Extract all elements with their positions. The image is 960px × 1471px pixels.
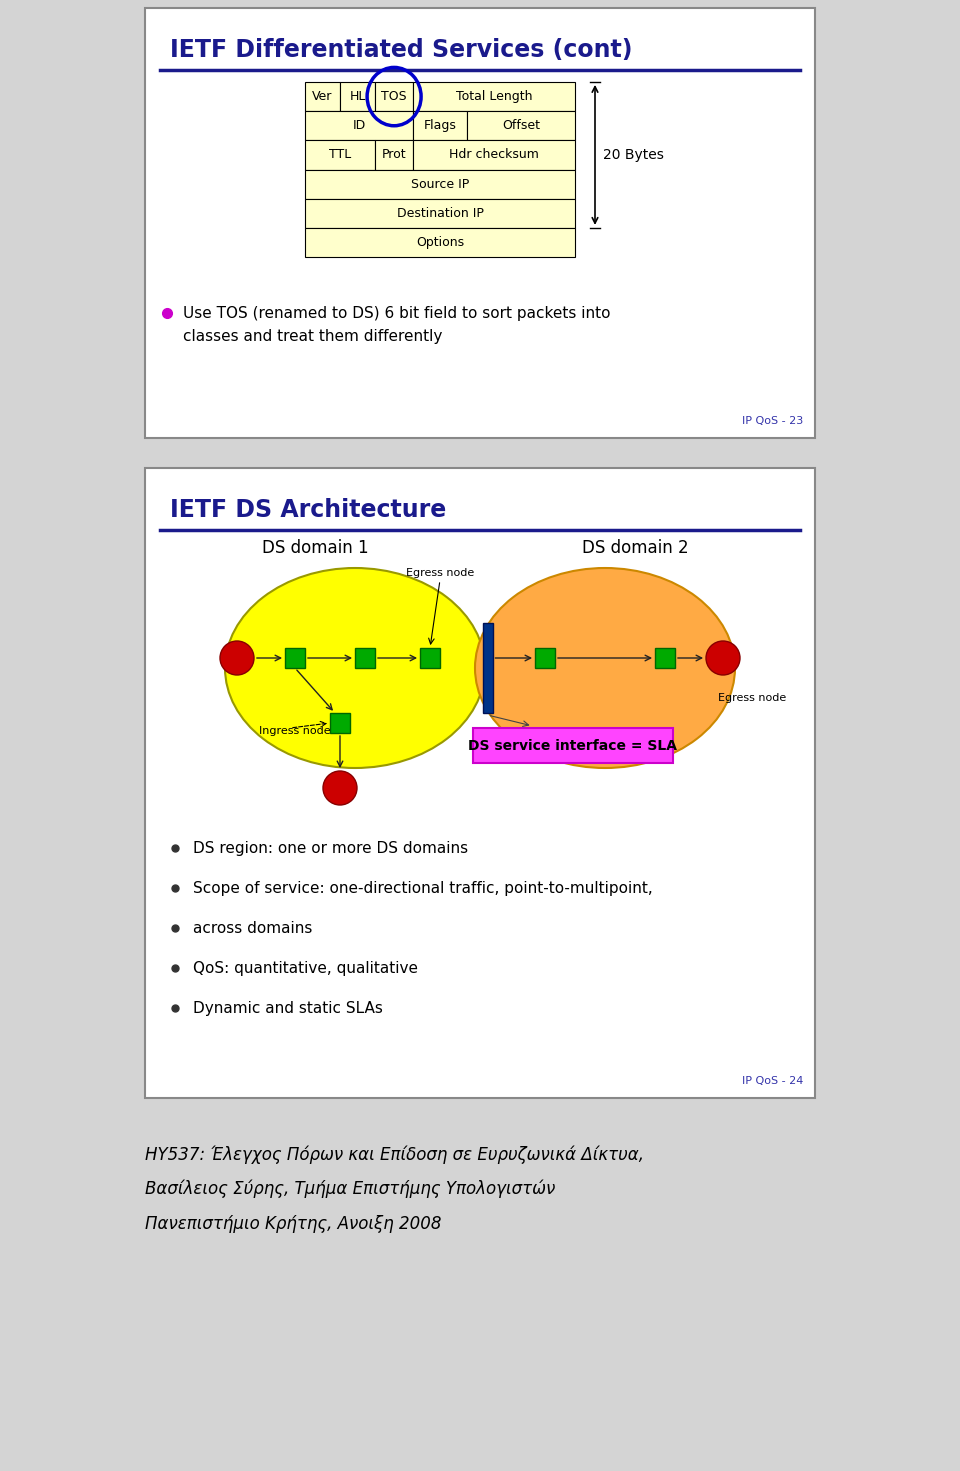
- Text: DS domain 2: DS domain 2: [582, 538, 688, 558]
- Ellipse shape: [475, 568, 735, 768]
- Text: TOS: TOS: [381, 90, 407, 103]
- Text: Ver: Ver: [312, 90, 333, 103]
- Bar: [305, 169, 575, 199]
- Text: DS region: one or more DS domains: DS region: one or more DS domains: [193, 840, 468, 856]
- Text: QoS: quantitative, qualitative: QoS: quantitative, qualitative: [193, 961, 418, 975]
- Text: Destination IP: Destination IP: [396, 207, 484, 219]
- Ellipse shape: [225, 568, 485, 768]
- Text: Prot: Prot: [382, 149, 406, 162]
- Bar: [355, 649, 375, 668]
- Bar: [305, 112, 413, 140]
- Text: IP QoS - 23: IP QoS - 23: [742, 416, 803, 427]
- Bar: [305, 140, 375, 169]
- Bar: [472, 728, 673, 763]
- Bar: [330, 713, 350, 733]
- Text: Use TOS (renamed to DS) 6 bit field to sort packets into: Use TOS (renamed to DS) 6 bit field to s…: [183, 306, 611, 321]
- Bar: [305, 199, 575, 228]
- Bar: [413, 82, 575, 112]
- Bar: [285, 649, 305, 668]
- Text: ID: ID: [352, 119, 366, 132]
- Bar: [413, 140, 575, 169]
- Text: HL: HL: [349, 90, 366, 103]
- Circle shape: [220, 641, 254, 675]
- Text: IP QoS - 24: IP QoS - 24: [742, 1075, 803, 1086]
- Text: Flags: Flags: [423, 119, 456, 132]
- Text: Πανεπιστήμιο Κρήτης, Ανοιξη 2008: Πανεπιστήμιο Κρήτης, Ανοιξη 2008: [145, 1215, 442, 1233]
- Text: DS domain 1: DS domain 1: [262, 538, 369, 558]
- Text: Scope of service: one-directional traffic, point-to-multipoint,: Scope of service: one-directional traffi…: [193, 881, 653, 896]
- Bar: [375, 140, 413, 169]
- Bar: [145, 7, 815, 438]
- Bar: [535, 649, 555, 668]
- Text: classes and treat them differently: classes and treat them differently: [183, 328, 443, 344]
- Text: Source IP: Source IP: [411, 178, 469, 191]
- Bar: [305, 82, 340, 112]
- Text: Options: Options: [416, 235, 464, 249]
- Text: Egress node: Egress node: [406, 568, 474, 578]
- Text: IETF DS Architecture: IETF DS Architecture: [170, 499, 446, 522]
- Text: DS service interface = SLA: DS service interface = SLA: [468, 738, 677, 753]
- Bar: [305, 228, 575, 257]
- Bar: [145, 468, 815, 1097]
- Circle shape: [323, 771, 357, 805]
- Text: Ingress node: Ingress node: [259, 727, 331, 736]
- Bar: [655, 649, 675, 668]
- Bar: [375, 82, 413, 112]
- Bar: [413, 112, 467, 140]
- Text: Egress node: Egress node: [718, 693, 786, 703]
- Circle shape: [706, 641, 740, 675]
- Text: HY537: Έλεγχος Πόρων και Επίδοση σε Ευρυζωνικά Δίκτυα,: HY537: Έλεγχος Πόρων και Επίδοση σε Ευρυ…: [145, 1144, 644, 1164]
- Text: Dynamic and static SLAs: Dynamic and static SLAs: [193, 1000, 383, 1015]
- Bar: [420, 649, 440, 668]
- Text: TTL: TTL: [329, 149, 351, 162]
- Bar: [340, 82, 375, 112]
- Text: across domains: across domains: [193, 921, 312, 936]
- Text: Hdr checksum: Hdr checksum: [449, 149, 539, 162]
- Text: Offset: Offset: [502, 119, 540, 132]
- Text: Βασίλειος Σύρης, Τμήμα Επιστήμης Υπολογιστών: Βασίλειος Σύρης, Τμήμα Επιστήμης Υπολογι…: [145, 1180, 555, 1199]
- Bar: [483, 624, 492, 713]
- Text: 20 Bytes: 20 Bytes: [603, 149, 664, 162]
- Bar: [467, 112, 575, 140]
- Text: IETF Differentiated Services (cont): IETF Differentiated Services (cont): [170, 38, 633, 62]
- Text: Total Length: Total Length: [456, 90, 532, 103]
